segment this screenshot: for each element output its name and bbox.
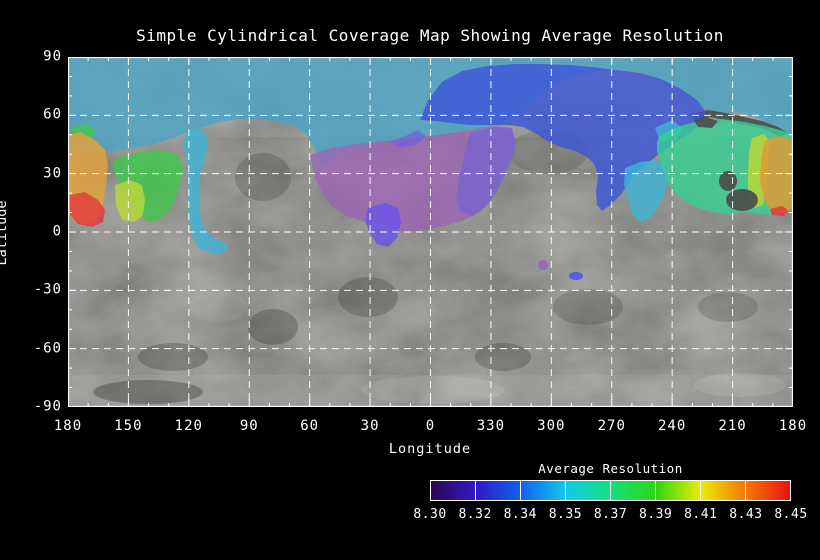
colorbar-gradient-bar	[430, 480, 791, 501]
coverage-region-gray-teeth-on-green-top	[694, 117, 718, 128]
coverage-region-green-patch-left	[112, 150, 183, 222]
x-tick-label: 90	[239, 418, 259, 434]
crater	[93, 380, 203, 404]
x-axis-label: Longitude	[388, 441, 472, 457]
plot-border	[68, 57, 793, 407]
colorbar-tick-label: 8.39	[638, 507, 673, 522]
colorbar-tick-label: 8.45	[774, 507, 808, 522]
colorbar-segment	[745, 481, 790, 500]
coverage-region-violet-edge-of-purple	[456, 127, 516, 216]
crater	[694, 373, 786, 397]
y-axis-label: Latitude	[0, 200, 10, 266]
x-tick-labels: 180 150 120 90 60 30 0 330 300 270 240 210 180	[54, 418, 806, 434]
colorbar-segment	[610, 481, 655, 500]
colorbar-tick-labels: 8.30 8.32 8.34 8.35 8.37 8.39 8.41 8.43 8.45	[413, 507, 807, 523]
colorbar-tick-label: 8.30	[413, 507, 447, 522]
x-tick-label: 330	[476, 418, 506, 434]
colorbar-tick-label: 8.43	[729, 507, 763, 522]
y-tick-label: -90	[33, 398, 62, 415]
coverage-region-red-patch-left	[70, 192, 105, 227]
x-tick-label: 270	[597, 418, 626, 434]
x-tick-label: 180	[778, 418, 808, 434]
crater	[698, 292, 758, 322]
colorbar-tick-label: 8.34	[503, 507, 537, 522]
colorbar-segment	[431, 481, 475, 500]
colorbar-tick-label: 8.41	[684, 507, 718, 522]
x-tick-label: 60	[300, 418, 320, 434]
x-tick-label: 150	[114, 418, 143, 434]
coverage-small-purple-spot-south	[538, 260, 548, 270]
y-tick-label: 90	[43, 48, 62, 65]
coverage-region-orange-strip-right	[760, 136, 793, 214]
y-tick-label: 0	[52, 223, 62, 240]
map-plot	[68, 57, 793, 407]
colorbar-segment	[565, 481, 610, 500]
crater	[235, 153, 291, 201]
crater	[188, 292, 248, 322]
x-tick-label: 120	[174, 418, 203, 434]
colorbar-tick-label: 8.32	[458, 507, 492, 522]
x-tick-label: 180	[53, 418, 83, 434]
colorbar-tick-label: 8.35	[548, 507, 583, 522]
colorbar: Average Resolution 8.30 8.32 8.34 8.35 8.37 8…	[413, 461, 807, 523]
colorbar-title: Average Resolution	[538, 461, 683, 476]
coverage-region-gray-notch-upper-right	[690, 110, 788, 137]
crater	[138, 343, 208, 371]
x-tick-label: 30	[360, 418, 380, 434]
coverage-region-yellow-green-patch-left	[115, 180, 145, 222]
coverage-gray-hole-in-green-2	[726, 189, 758, 211]
crater	[338, 277, 398, 317]
colorbar-segment	[655, 481, 700, 500]
coverage-region-red-spot-right	[770, 206, 788, 216]
colorbar-segment	[700, 481, 745, 500]
crater	[248, 309, 298, 345]
x-tick-label: 300	[537, 418, 566, 434]
x-tick-label: 210	[718, 418, 747, 434]
colorbar-tick-label: 8.37	[593, 507, 628, 522]
crater	[361, 376, 505, 404]
y-tick-label: 30	[43, 165, 62, 182]
y-tick-labels: 90 60 30 0 -30 -60 -90	[18, 49, 62, 415]
y-tick-label: 60	[43, 107, 62, 124]
coverage-region-violet-top-patch	[390, 130, 426, 148]
x-tick-label: 0	[425, 418, 436, 434]
map-svg	[68, 57, 793, 407]
coverage-gray-hole-in-green-1	[719, 171, 737, 191]
colorbar-segment	[520, 481, 565, 500]
crater	[475, 343, 531, 371]
coverage-region-cyan-patch-right	[624, 160, 668, 222]
coverage-small-blue-spot-south	[569, 272, 583, 280]
y-tick-label: -30	[33, 282, 62, 299]
crater	[553, 289, 623, 325]
coverage-region-cyan-hook-column	[183, 128, 229, 253]
x-tick-label: 240	[658, 418, 687, 434]
figure-title: Simple Cylindrical Coverage Map Showing …	[136, 26, 724, 45]
coverage-region-bright-blue-patch-below-purple	[365, 203, 401, 247]
colorbar-segment	[475, 481, 520, 500]
y-tick-label: -60	[33, 340, 62, 357]
